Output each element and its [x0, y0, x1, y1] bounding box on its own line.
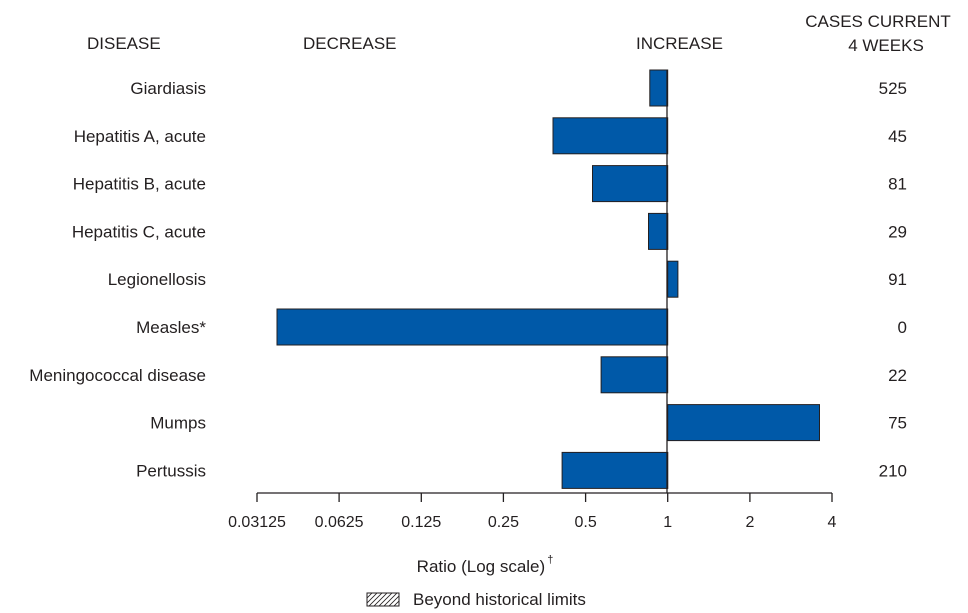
bar [592, 165, 669, 203]
cases-value: 91 [888, 270, 907, 289]
x-tick-label: 0.0625 [315, 514, 364, 531]
category-label: Hepatitis C, acute [72, 222, 206, 241]
x-tick-label: 0.125 [401, 514, 441, 531]
cases-value: 210 [879, 461, 907, 480]
header-increase: INCREASE [636, 34, 723, 53]
cases-value: 29 [888, 222, 907, 241]
cases-value: 22 [888, 366, 907, 385]
x-axis-ticks: 0.03125 0.0625 0.125 0.25 0.5 1 2 4 [228, 493, 837, 531]
category-label: Measles* [136, 318, 206, 337]
x-axis-title-text: Ratio (Log scale) [417, 557, 546, 576]
category-label: Hepatitis A, acute [74, 127, 206, 146]
bar [600, 356, 669, 394]
x-axis-title: Ratio (Log scale) † [417, 554, 554, 576]
x-tick-label: 1 [663, 514, 672, 531]
bar [649, 69, 669, 107]
x-tick-label: 4 [828, 514, 837, 531]
bar [648, 212, 669, 250]
x-tick-label: 2 [745, 514, 754, 531]
case-values: 525 45 81 29 91 0 22 75 210 [879, 79, 907, 480]
x-tick-label: 0.03125 [228, 514, 286, 531]
bar [552, 117, 669, 155]
header-cases-line1: CASES CURRENT [805, 12, 950, 31]
bar [276, 308, 669, 346]
cases-value: 0 [898, 318, 907, 337]
category-label: Legionellosis [108, 270, 206, 289]
cases-value: 81 [888, 175, 907, 194]
header-disease: DISEASE [87, 34, 161, 53]
cases-value: 525 [879, 79, 907, 98]
bars-group [276, 69, 821, 489]
x-axis-title-dagger: † [547, 554, 553, 566]
bar [667, 404, 821, 442]
disease-labels: Giardiasis Hepatitis A, acute Hepatitis B,… [29, 79, 206, 480]
cases-value: 45 [888, 127, 907, 146]
x-tick-label: 0.25 [488, 514, 519, 531]
cases-value: 75 [888, 414, 907, 433]
header-cases-line2: 4 WEEKS [848, 36, 924, 55]
bar [667, 260, 679, 298]
category-label: Giardiasis [130, 79, 206, 98]
x-tick-label: 0.5 [574, 514, 596, 531]
category-label: Meningococcal disease [29, 366, 206, 385]
category-label: Mumps [150, 414, 206, 433]
bar [561, 451, 669, 489]
legend-swatch-hatched [366, 592, 400, 607]
header-decrease: DECREASE [303, 34, 397, 53]
legend-label: Beyond historical limits [413, 590, 586, 609]
category-label: Pertussis [136, 461, 206, 480]
category-label: Hepatitis B, acute [73, 175, 206, 194]
legend: Beyond historical limits [366, 590, 586, 609]
